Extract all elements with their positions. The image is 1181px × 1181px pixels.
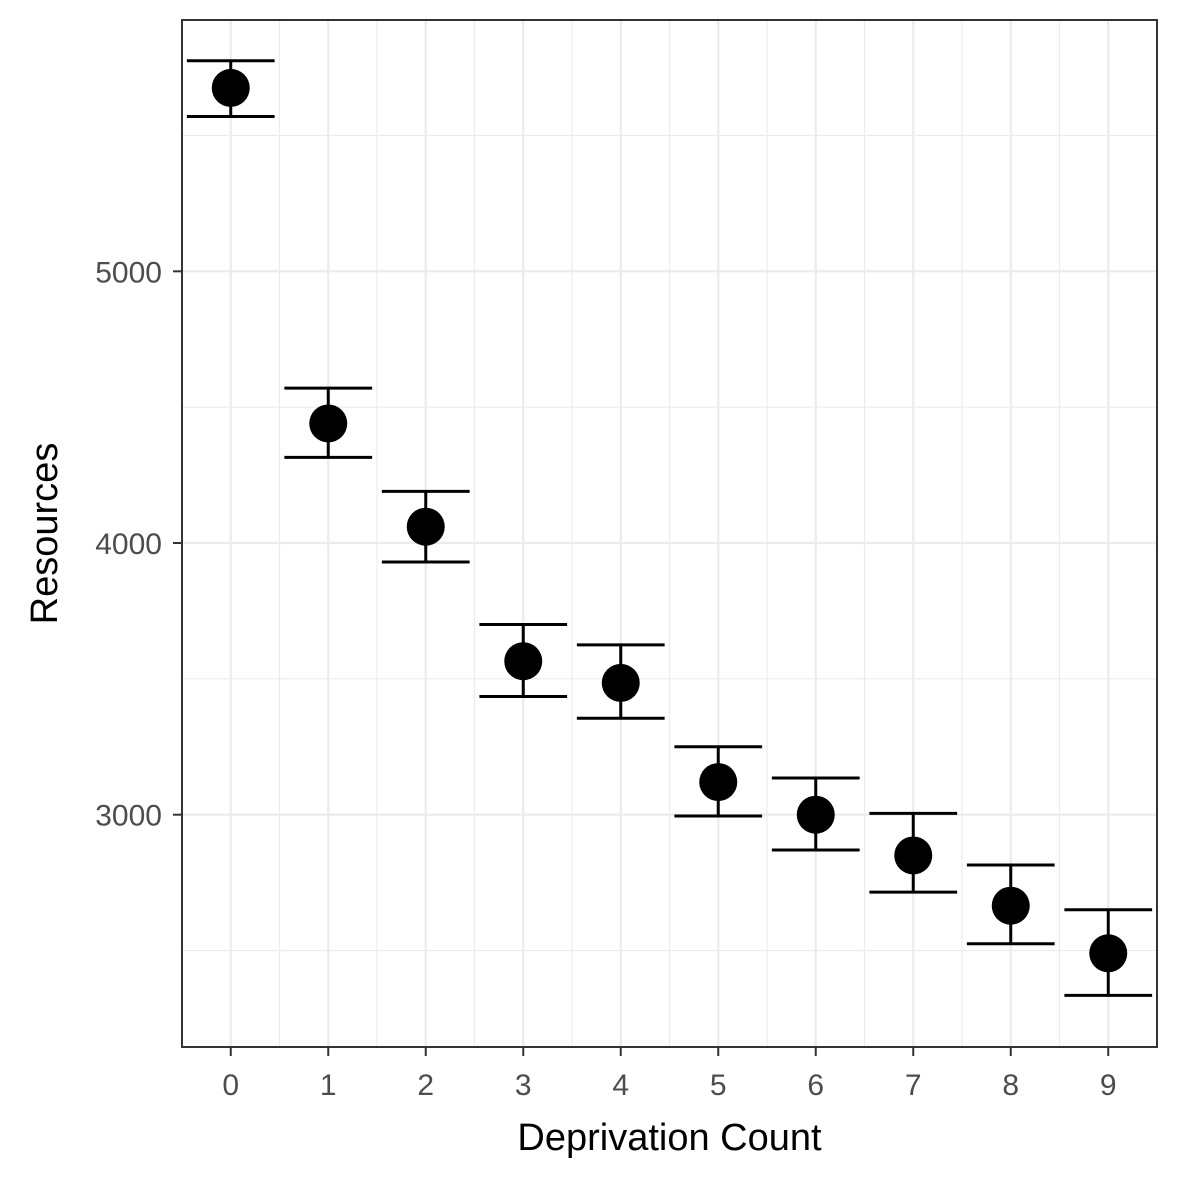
data-point	[1089, 934, 1128, 973]
y-tick-label: 4000	[95, 528, 162, 561]
x-tick-label: 0	[222, 1069, 239, 1102]
x-axis-ticks: 0 1 2 3 4 5 6 7 8 9	[222, 1047, 1117, 1102]
data-point	[309, 404, 348, 443]
grid	[182, 20, 1157, 1047]
x-tick-label: 7	[905, 1069, 922, 1102]
panel-border	[181, 19, 1158, 1048]
data-point	[894, 836, 933, 875]
y-axis-title: Resources	[24, 443, 66, 625]
data-point	[796, 795, 835, 834]
x-tick-label: 9	[1100, 1069, 1117, 1102]
data-point	[406, 507, 445, 546]
data-points	[211, 68, 1128, 973]
data-point	[991, 886, 1030, 925]
y-tick-label: 5000	[95, 256, 162, 289]
x-tick-label: 4	[612, 1069, 629, 1102]
x-tick-label: 6	[807, 1069, 824, 1102]
data-point	[211, 68, 250, 107]
x-tick-label: 5	[710, 1069, 727, 1102]
x-tick-label: 3	[515, 1069, 532, 1102]
x-tick-label: 1	[320, 1069, 337, 1102]
y-tick-label: 3000	[95, 800, 162, 833]
data-point	[699, 763, 738, 802]
x-tick-label: 2	[417, 1069, 434, 1102]
x-axis-title: Deprivation Count	[517, 1117, 822, 1159]
data-point	[504, 642, 543, 681]
data-point	[601, 663, 640, 702]
x-tick-label: 8	[1002, 1069, 1019, 1102]
y-axis-ticks: 3000 4000 5000	[95, 256, 182, 833]
